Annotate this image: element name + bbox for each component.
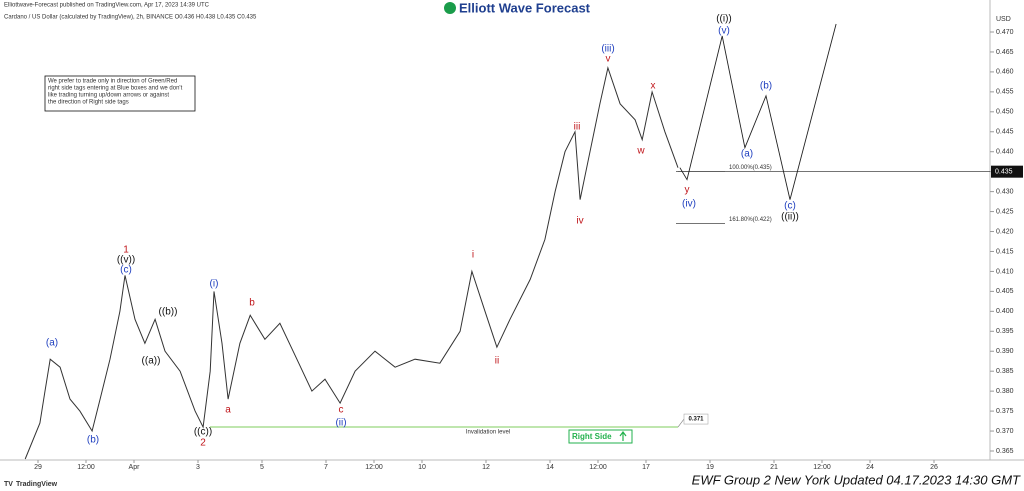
wave-label: (c)	[784, 201, 796, 212]
note-line: right side tags entering at Blue boxes a…	[48, 86, 183, 92]
wave-label: w	[636, 146, 645, 157]
invalidation-connector	[677, 418, 685, 428]
wave-label: a	[225, 405, 231, 416]
x-tick-label: 12	[482, 464, 490, 471]
publisher: Elliottwave-Forecast published on Tradin…	[4, 3, 210, 9]
x-tick-label: 7	[324, 464, 328, 471]
x-tick-label: 26	[930, 464, 938, 471]
x-tick-label: 12:00	[589, 464, 607, 471]
wave-label: (i)	[210, 279, 219, 290]
y-tick-label: 0.425	[996, 208, 1014, 215]
wave-label: ii	[495, 356, 499, 367]
x-tick-label: 3	[196, 464, 200, 471]
x-tick-label: Apr	[129, 464, 141, 471]
right-side-box	[568, 429, 633, 444]
x-tick-label: 24	[866, 464, 874, 471]
note-line: like trading turning up/down arrows or a…	[48, 93, 169, 99]
y-tick-label: 0.450	[996, 109, 1014, 116]
wave-label: v	[606, 54, 611, 65]
y-tick-label: 0.390	[996, 348, 1014, 355]
wave-label: x	[651, 81, 656, 92]
symbol-info: Cardano / US Dollar (calculated by Tradi…	[4, 15, 257, 21]
y-tick-label: 0.430	[996, 188, 1014, 195]
wave-label: ((ii))	[781, 212, 799, 223]
x-tick-label: 21	[770, 464, 778, 471]
wave-label: ((c))	[194, 427, 212, 438]
x-tick-label: 17	[642, 464, 650, 471]
note: We prefer to trade only in direction of …	[48, 79, 183, 106]
note-line: the direction of Right side tags	[48, 100, 129, 106]
invalidation-value: 0.371	[688, 417, 704, 423]
invalidation-box	[683, 413, 709, 425]
wave-label: (v)	[718, 26, 730, 37]
wave-label: (c)	[120, 265, 132, 276]
y-tick-label: 0.405	[996, 288, 1014, 295]
wave-label: (iii)	[601, 44, 614, 55]
y-tick-label: 0.410	[996, 268, 1014, 275]
x-tick-label: 12:00	[365, 464, 383, 471]
x-tick-label: 12:00	[813, 464, 831, 471]
logo: Elliott Wave Forecast	[459, 0, 591, 15]
wave-label: ((a))	[142, 356, 161, 367]
note-box	[44, 75, 196, 112]
wave-label: (b)	[760, 81, 772, 92]
wave-label: iv	[576, 216, 583, 227]
wave-label: iii	[574, 122, 581, 133]
x-tick-label: 29	[34, 464, 42, 471]
x-tick-label: 14	[546, 464, 554, 471]
x-tick-label: 19	[706, 464, 714, 471]
y-tick-label: 0.415	[996, 248, 1014, 255]
currency: USD	[996, 16, 1011, 23]
x-tick-label: 5	[260, 464, 264, 471]
wave-label: ((v))	[117, 255, 135, 266]
y-tick-label: 0.400	[996, 308, 1014, 315]
wave-label: c	[339, 405, 344, 416]
wave-label: (b)	[87, 435, 99, 446]
wave-label: (iv)	[682, 199, 696, 210]
y-tick-label: 0.365	[996, 448, 1014, 455]
x-tick-label: 10	[418, 464, 426, 471]
wave-label: 2	[200, 438, 206, 449]
last-price-label: 0.435	[995, 169, 1013, 176]
right-side-arrow	[619, 431, 627, 441]
wave-label: ((i))	[716, 14, 732, 25]
wave-label: (ii)	[335, 418, 346, 429]
y-tick-label: 0.395	[996, 328, 1014, 335]
y-tick-label: 0.385	[996, 368, 1014, 375]
last-price-box	[991, 165, 1023, 178]
wave-label: b	[249, 298, 255, 309]
x-tick-label: 12:00	[77, 464, 95, 471]
y-tick-label: 0.420	[996, 228, 1014, 235]
y-tick-label: 0.380	[996, 388, 1014, 395]
fib-label: 161.80%(0.422)	[729, 217, 772, 223]
invalidation-label: Invalidation level	[466, 430, 510, 436]
price-line	[24, 66, 679, 460]
wave-label: i	[472, 250, 474, 261]
platform: TradingView	[16, 481, 58, 488]
y-tick-label: 0.470	[996, 29, 1014, 36]
y-tick-label: 0.370	[996, 428, 1014, 435]
wave-label: ((b))	[159, 307, 178, 318]
wave-label: (a)	[46, 338, 58, 349]
wave-label: y	[685, 185, 690, 196]
y-tick-label: 0.465	[996, 49, 1014, 56]
y-tick-label: 0.445	[996, 129, 1014, 136]
right-side-label: Right Side	[572, 432, 612, 441]
note-line: We prefer to trade only in direction of …	[48, 79, 177, 85]
wave-label: (a)	[741, 149, 753, 160]
y-tick-label: 0.455	[996, 89, 1014, 96]
fib-label: 100.00%(0.435)	[729, 165, 772, 171]
wave-label: 1	[123, 245, 129, 256]
y-tick-label: 0.375	[996, 408, 1014, 415]
footer: EWF Group 2 New York Updated 04.17.2023 …	[692, 472, 1021, 487]
y-tick-label: 0.460	[996, 69, 1014, 76]
projection-line	[679, 23, 837, 200]
logo-icon	[444, 2, 456, 14]
y-tick-label: 0.440	[996, 149, 1014, 156]
platform-icon: TV	[4, 481, 13, 488]
